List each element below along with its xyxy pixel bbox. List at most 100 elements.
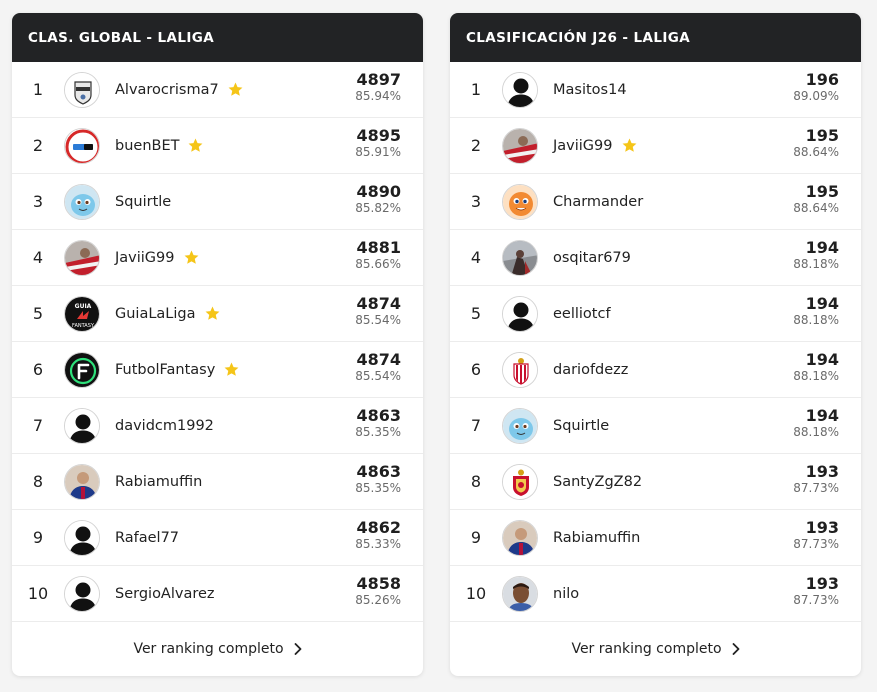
percentage-value: 88.64%	[793, 145, 839, 159]
user-name[interactable]: JaviiG99	[553, 137, 613, 154]
svg-text:GUIA: GUIA	[75, 303, 92, 310]
user-avatar	[502, 239, 538, 276]
ranking-row[interactable]: 3 Squirtle 4890 85.82%	[12, 174, 423, 230]
user-name[interactable]: eelliotcf	[553, 305, 611, 322]
percentage-value: 89.09%	[793, 89, 839, 103]
user-avatar	[502, 519, 538, 556]
user-avatar	[64, 351, 100, 388]
user-name[interactable]: Squirtle	[115, 193, 172, 210]
rank-number: 1	[470, 80, 482, 99]
rank-number: 9	[470, 528, 482, 547]
user-avatar	[64, 127, 100, 164]
score-block: 193 87.73%	[793, 575, 839, 608]
user-name[interactable]: davidcm1992	[115, 417, 214, 434]
user-avatar	[64, 407, 100, 444]
percentage-value: 85.66%	[355, 257, 401, 271]
jornada-full-ranking-link[interactable]: Ver ranking completo	[450, 622, 861, 675]
points-value: 4890	[356, 182, 401, 201]
percentage-value: 87.73%	[793, 593, 839, 607]
ranking-row[interactable]: 5 GUIA FANTASY GuiaLaLiga 4874 85.54%	[12, 286, 423, 342]
score-block: 193 87.73%	[793, 519, 839, 552]
ranking-row[interactable]: 1 Alvarocrisma7 4897 85.94%	[12, 62, 423, 118]
rank-number: 8	[470, 472, 482, 491]
ranking-row[interactable]: 10 nilo 193 87.73%	[450, 566, 861, 622]
user-name[interactable]: Rabiamuffin	[115, 473, 203, 490]
user-name[interactable]: osqitar679	[553, 249, 631, 266]
ranking-row[interactable]: 1 Masitos14 196 89.09%	[450, 62, 861, 118]
jornada-ranking-list: 1 Masitos14 196 89.09% 2 JaviiG99 195 88.64% 3 Ch…	[450, 62, 861, 622]
ranking-row[interactable]: 9 Rabiamuffin 193 87.73%	[450, 510, 861, 566]
points-value: 4881	[356, 238, 401, 257]
user-name[interactable]: buenBET	[115, 137, 180, 154]
user-name[interactable]: Rafael77	[115, 529, 180, 546]
ranking-row[interactable]: 7 davidcm1992 4863 85.35%	[12, 398, 423, 454]
percentage-value: 88.18%	[793, 257, 839, 271]
score-block: 4895 85.91%	[355, 127, 401, 160]
user-avatar	[502, 127, 538, 164]
user-name[interactable]: SantyZgZ82	[553, 473, 643, 490]
score-block: 195 88.64%	[793, 183, 839, 216]
user-avatar	[64, 575, 100, 612]
rank-number: 5	[32, 304, 44, 323]
user-avatar	[502, 71, 538, 108]
user-name[interactable]: Charmander	[553, 193, 644, 210]
percentage-value: 85.26%	[355, 593, 401, 607]
ranking-row[interactable]: 10 SergioAlvarez 4858 85.26%	[12, 566, 423, 622]
percentage-value: 88.18%	[793, 369, 839, 383]
jornada-ranking-title: CLASIFICACIÓN J26 - LALIGA	[450, 13, 861, 62]
points-value: 4858	[356, 574, 401, 593]
user-name[interactable]: Masitos14	[553, 81, 627, 98]
score-block: 4863 85.35%	[355, 463, 401, 496]
rank-number: 2	[470, 136, 482, 155]
user-name[interactable]: Rabiamuffin	[553, 529, 641, 546]
rank-number: 4	[32, 248, 44, 267]
points-value: 196	[805, 70, 839, 89]
points-value: 4874	[356, 350, 401, 369]
score-block: 4863 85.35%	[355, 407, 401, 440]
percentage-value: 85.35%	[355, 481, 401, 495]
ranking-row[interactable]: 2 JaviiG99 195 88.64%	[450, 118, 861, 174]
global-full-ranking-link[interactable]: Ver ranking completo	[12, 622, 423, 675]
percentage-value: 88.18%	[793, 313, 839, 327]
ranking-row[interactable]: 2 buenBET 4895 85.91%	[12, 118, 423, 174]
user-avatar	[64, 463, 100, 500]
user-avatar	[64, 71, 100, 108]
percentage-value: 85.54%	[355, 313, 401, 327]
ranking-row[interactable]: 8 SantyZgZ82 193 87.73%	[450, 454, 861, 510]
score-block: 194 88.18%	[793, 351, 839, 384]
points-value: 195	[805, 126, 839, 145]
points-value: 4863	[356, 462, 401, 481]
score-block: 194 88.18%	[793, 239, 839, 272]
user-name[interactable]: SergioAlvarez	[115, 585, 215, 602]
ranking-row[interactable]: 7 Squirtle 194 88.18%	[450, 398, 861, 454]
svg-text:FANTASY: FANTASY	[72, 323, 95, 329]
score-block: 194 88.18%	[793, 295, 839, 328]
user-name[interactable]: JaviiG99	[115, 249, 175, 266]
user-name[interactable]: GuiaLaLiga	[115, 305, 196, 322]
ranking-row[interactable]: 6 dariofdezz 194 88.18%	[450, 342, 861, 398]
user-name[interactable]: FutbolFantasy	[115, 361, 216, 378]
score-block: 4897 85.94%	[355, 71, 401, 104]
points-value: 194	[805, 294, 839, 313]
user-name[interactable]: nilo	[553, 585, 580, 602]
score-block: 4874 85.54%	[355, 351, 401, 384]
ranking-row[interactable]: 4 JaviiG99 4881 85.66%	[12, 230, 423, 286]
percentage-value: 88.64%	[793, 201, 839, 215]
chevron-right-icon	[732, 642, 740, 655]
ranking-row[interactable]: 3 Charmander 195 88.64%	[450, 174, 861, 230]
percentage-value: 85.94%	[355, 89, 401, 103]
rank-number: 10	[27, 584, 49, 603]
user-name[interactable]: Squirtle	[553, 417, 610, 434]
ranking-row[interactable]: 9 Rafael77 4862 85.33%	[12, 510, 423, 566]
score-block: 4858 85.26%	[355, 575, 401, 608]
rank-number: 7	[32, 416, 44, 435]
user-name[interactable]: dariofdezz	[553, 361, 629, 378]
ranking-row[interactable]: 6 FutbolFantasy 4874 85.54%	[12, 342, 423, 398]
ranking-row[interactable]: 8 Rabiamuffin 4863 85.35%	[12, 454, 423, 510]
ranking-row[interactable]: 4 osqitar679 194 88.18%	[450, 230, 861, 286]
rank-number: 2	[32, 136, 44, 155]
user-avatar: GUIA FANTASY	[64, 295, 100, 332]
user-name[interactable]: Alvarocrisma7	[115, 81, 219, 98]
points-value: 4897	[356, 70, 401, 89]
ranking-row[interactable]: 5 eelliotcf 194 88.18%	[450, 286, 861, 342]
